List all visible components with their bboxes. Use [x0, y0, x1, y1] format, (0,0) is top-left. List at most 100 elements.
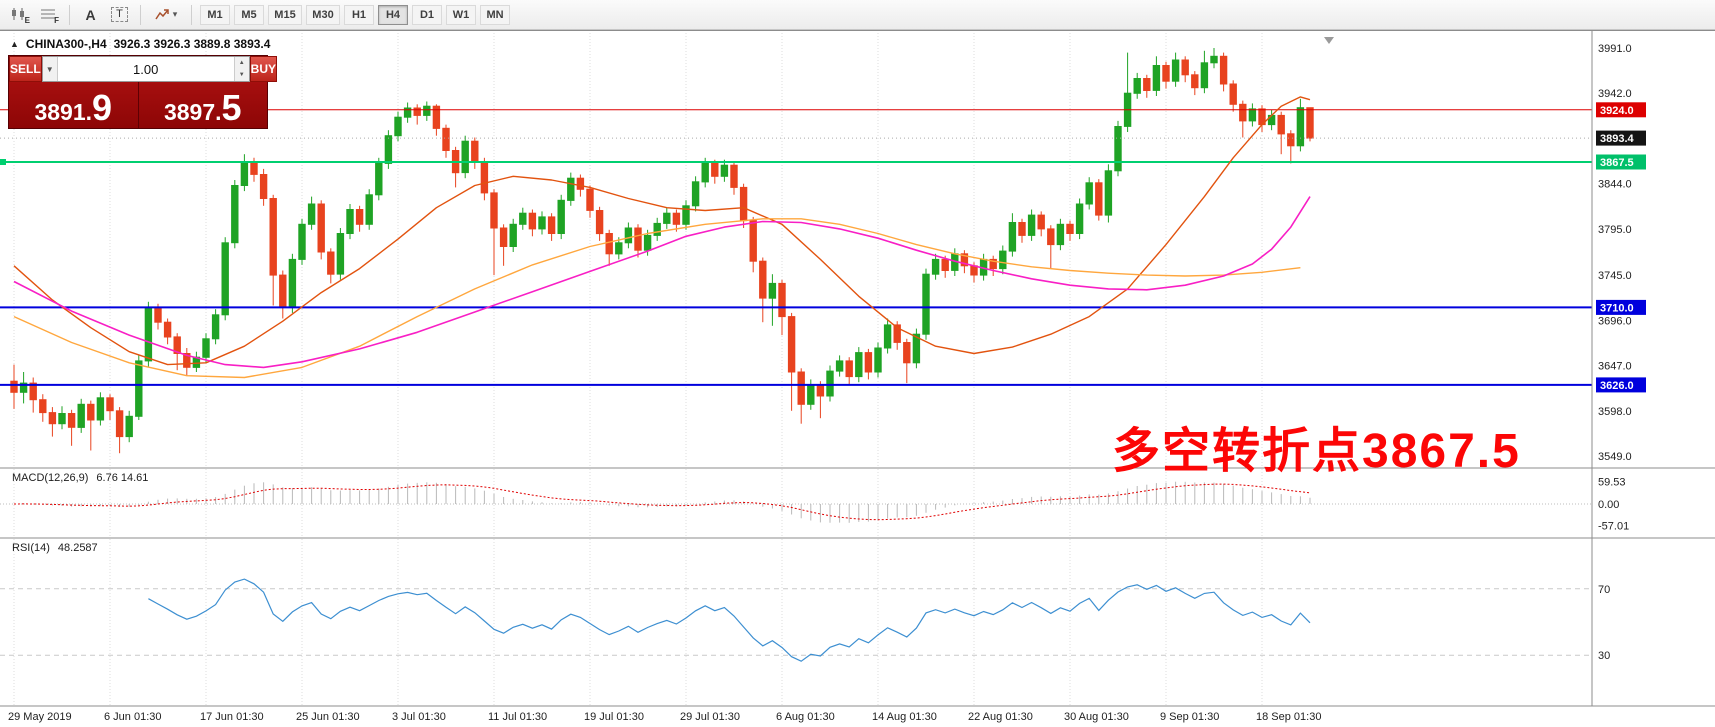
text-tool-button[interactable]: A [77, 3, 104, 27]
grid-list-icon [41, 9, 55, 19]
svg-text:3867.5: 3867.5 [1600, 157, 1634, 169]
volume-dropdown-button[interactable]: ▼ [42, 57, 58, 81]
quote-line: ▲ CHINA300-,H4 3926.3 3926.3 3889.8 3893… [10, 37, 270, 51]
rsi-line [148, 578, 1311, 662]
toolbar-separator [69, 4, 70, 25]
ma-slow-orange [13, 218, 1301, 379]
macd-signal-line [13, 483, 1311, 521]
timeframe-d1-button[interactable]: D1 [412, 4, 442, 25]
timeframe-h1-button[interactable]: H1 [344, 4, 374, 25]
svg-text:3 Jul 01:30: 3 Jul 01:30 [392, 711, 446, 723]
price-tag [1596, 377, 1646, 393]
svg-text:3893.4: 3893.4 [1600, 133, 1635, 145]
svg-text:3598.0: 3598.0 [1598, 406, 1632, 418]
horizontal-lines-layer[interactable] [0, 109, 1592, 386]
svg-text:29 Jul 01:30: 29 Jul 01:30 [680, 711, 740, 723]
svg-text:3549.0: 3549.0 [1598, 451, 1632, 463]
svg-text:9 Sep 01:30: 9 Sep 01:30 [1160, 711, 1219, 723]
sell-button[interactable]: SELL [9, 56, 42, 82]
price-tag [1596, 299, 1646, 315]
timeframe-h4-button[interactable]: H4 [378, 4, 408, 25]
svg-text:3745.0: 3745.0 [1598, 270, 1632, 282]
svg-text:3626.0: 3626.0 [1600, 380, 1634, 392]
svg-text:6 Jun 01:30: 6 Jun 01:30 [104, 711, 162, 723]
price-axis-layer[interactable]: 59.53 0.00 -57.01 70 30 3991.0 3942.0 3844.0 379… [1596, 43, 1646, 662]
buy-price-last-digit: 5 [221, 87, 242, 128]
svg-text:30 Aug 01:30: 30 Aug 01:30 [1064, 711, 1129, 723]
buy-button[interactable]: BUY [249, 56, 278, 82]
volume-spinner: ▲ ▼ [233, 57, 249, 81]
timeframe-mn-button[interactable]: MN [480, 4, 510, 25]
macd-values: 6.76 14.61 [96, 472, 149, 484]
toolbar-separator [140, 4, 141, 25]
svg-text:3795.0: 3795.0 [1598, 224, 1632, 236]
svg-text:19 Jul 01:30: 19 Jul 01:30 [584, 711, 644, 723]
drawing-tools-button[interactable]: ▾ [148, 3, 184, 27]
svg-text:70: 70 [1598, 584, 1610, 596]
sell-price: 3891. [34, 99, 93, 125]
chart-window: 59.53 0.00 -57.01 70 30 3991.0 3942.0 3844.0 379… [0, 30, 1715, 727]
toolbar: E F A T ▾ M1 M5 M15 M30 [0, 0, 1715, 30]
price-tag [1596, 102, 1646, 118]
trade-controls-row: SELL ▼ ▲ ▼ BUY [9, 56, 278, 82]
moving-averages-layer [13, 96, 1311, 379]
macd-pane-layer [0, 481, 1592, 523]
svg-text:6 Aug 01:30: 6 Aug 01:30 [776, 711, 835, 723]
svg-text:3647.0: 3647.0 [1598, 361, 1632, 373]
price-tag [1596, 130, 1646, 146]
price-tag [1596, 154, 1646, 170]
letter-a-icon: A [85, 6, 96, 23]
timeframe-m30-button[interactable]: M30 [306, 4, 340, 25]
svg-text:3710.0: 3710.0 [1600, 302, 1634, 314]
svg-text:0.00: 0.00 [1598, 499, 1619, 511]
line-anchor-marker [0, 159, 6, 165]
volume-increase-button[interactable]: ▲ [234, 57, 249, 69]
svg-text:25 Jun 01:30: 25 Jun 01:30 [296, 711, 360, 723]
ma-fast-orange [13, 96, 1311, 366]
volume-input[interactable] [57, 57, 234, 81]
rsi-pane-layer [0, 578, 1592, 662]
textbox-tool-button[interactable]: T [106, 3, 133, 27]
chevron-down-icon: ▾ [172, 9, 178, 19]
indicator-list-button[interactable]: F [35, 3, 62, 27]
chart-canvas[interactable]: 59.53 0.00 -57.01 70 30 3991.0 3942.0 3844.0 379… [0, 31, 1715, 727]
svg-text:3924.0: 3924.0 [1600, 105, 1634, 117]
svg-text:3844.0: 3844.0 [1598, 179, 1632, 191]
buy-price: 3897. [163, 99, 222, 125]
macd-label: MACD(12,26,9) 6.76 14.61 [12, 472, 148, 484]
svg-text:14 Aug 01:30: 14 Aug 01:30 [872, 711, 937, 723]
ohlc-values: 3926.3 3926.3 3889.8 3893.4 [113, 37, 271, 51]
chart-type-button[interactable]: E [6, 3, 33, 27]
timeframe-w1-button[interactable]: W1 [446, 4, 476, 25]
sell-price-display[interactable]: 3891. 9 [9, 82, 138, 128]
volume-decrease-button[interactable]: ▼ [234, 69, 249, 81]
svg-text:59.53: 59.53 [1598, 477, 1626, 489]
symbol-label: CHINA300-,H4 [25, 37, 107, 51]
letter-t-icon: T [111, 7, 128, 22]
sell-price-last-digit: 9 [92, 87, 113, 128]
icon-badge: F [54, 15, 59, 25]
svg-text:3991.0: 3991.0 [1598, 43, 1632, 55]
toolbar-separator [191, 4, 192, 25]
one-click-trade-panel: SELL ▼ ▲ ▼ BUY 3891.9 3897.5 [8, 55, 278, 129]
timeframe-m5-button[interactable]: M5 [234, 4, 264, 25]
time-axis-layer[interactable]: 29 May 2019 6 Jun 01:30 17 Jun 01:30 25 Jun… [8, 711, 1321, 723]
candlestick-chart-icon [12, 8, 24, 20]
buy-price-display[interactable]: 3897. 5 [137, 82, 267, 128]
svg-text:3942.0: 3942.0 [1598, 88, 1632, 100]
svg-text:3696.0: 3696.0 [1598, 315, 1632, 327]
shift-marker-icon [1324, 37, 1334, 44]
svg-text:18 Sep 01:30: 18 Sep 01:30 [1256, 711, 1321, 723]
ma-magenta [13, 196, 1311, 369]
timeframe-m1-button[interactable]: M1 [200, 4, 230, 25]
rsi-value: 48.2587 [57, 542, 98, 554]
collapse-arrow-icon[interactable]: ▲ [10, 39, 19, 49]
volume-control: ▼ ▲ ▼ [41, 56, 250, 82]
svg-text:30: 30 [1598, 650, 1610, 662]
rsi-label: RSI(14) 48.2587 [12, 542, 98, 554]
svg-text:29 May 2019: 29 May 2019 [8, 711, 72, 723]
timeframe-m15-button[interactable]: M15 [268, 4, 302, 25]
pane-separators-layer [0, 31, 1715, 707]
grid-layer [13, 33, 1263, 705]
